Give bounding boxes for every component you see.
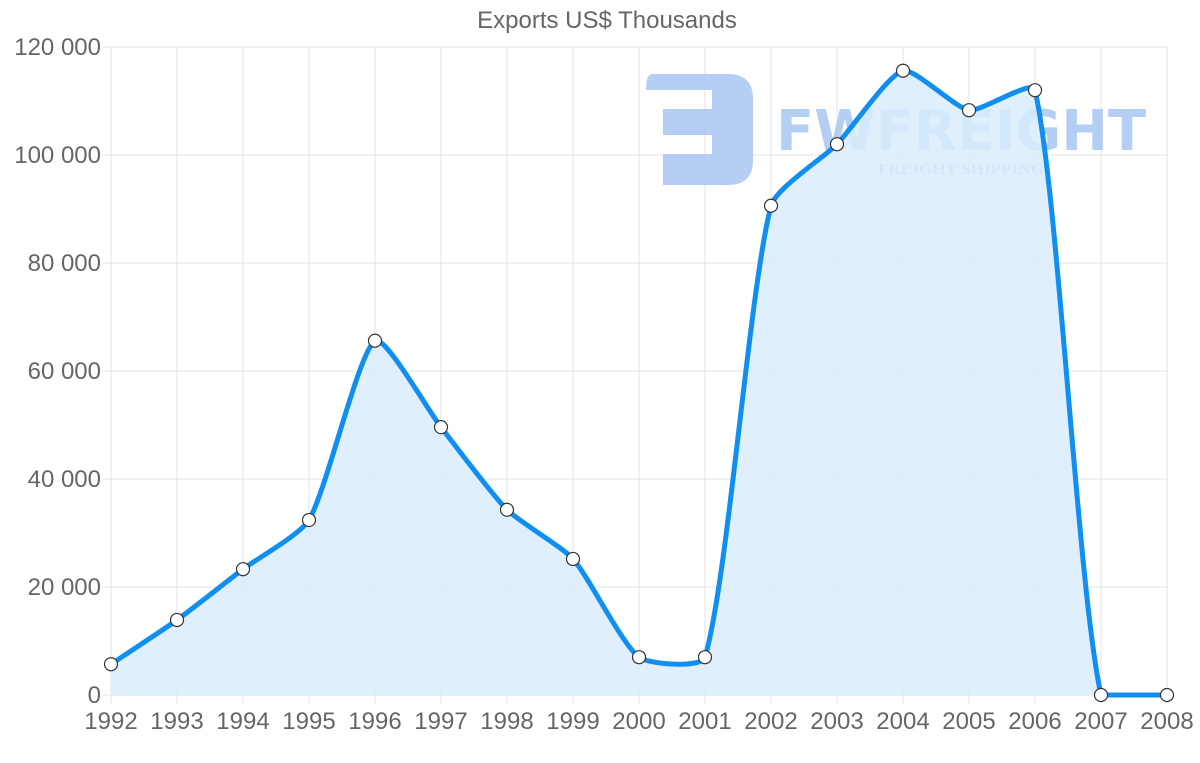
x-tick-label: 2007 <box>1074 708 1127 735</box>
x-tick-label: 1993 <box>150 708 203 735</box>
x-tick-label: 1995 <box>282 708 335 735</box>
y-tick-label: 40 000 <box>28 466 101 493</box>
data-point-1999[interactable] <box>565 551 581 567</box>
x-axis: 1992 1993 1994 1995 1996 1997 1998 1999 2000 2001… <box>84 708 1193 735</box>
data-point-2006[interactable] <box>1027 83 1043 98</box>
data-point-1994[interactable] <box>235 562 251 577</box>
data-point-1997[interactable] <box>433 420 449 435</box>
x-tick-label: 1994 <box>216 708 269 735</box>
x-tick-label: 2001 <box>678 708 731 735</box>
x-tick-label: 2005 <box>942 708 995 735</box>
x-tick-label: 2000 <box>612 708 665 735</box>
y-tick-label: 60 000 <box>28 358 101 385</box>
y-tick-label: 120 000 <box>14 34 101 61</box>
x-tick-label: 1999 <box>546 708 599 735</box>
x-tick-label: 1992 <box>84 708 137 735</box>
data-point-2000[interactable] <box>631 650 647 665</box>
data-point-2004[interactable] <box>895 63 911 78</box>
y-tick-label: 100 000 <box>14 142 101 169</box>
y-axis: 0 20 000 40 000 60 000 80 000 100 000 120 000 <box>14 34 101 709</box>
data-point-2005[interactable] <box>961 103 977 118</box>
y-tick-label: 0 <box>88 682 101 709</box>
data-point-2007[interactable] <box>1093 687 1109 703</box>
x-tick-label: 1998 <box>480 708 533 735</box>
x-tick-label: 2006 <box>1008 708 1061 735</box>
watermark-logo-mark-icon <box>646 74 753 185</box>
x-tick-label: 1996 <box>348 708 401 735</box>
x-tick-label: 2008 <box>1140 708 1193 735</box>
x-tick-label: 2003 <box>810 708 863 735</box>
data-point-2003[interactable] <box>829 137 845 152</box>
data-point-1996[interactable] <box>367 333 383 348</box>
area-fill <box>111 70 1167 695</box>
y-tick-label: 80 000 <box>28 250 101 277</box>
x-tick-label: 2004 <box>876 708 929 735</box>
data-point-1998[interactable] <box>499 502 515 517</box>
data-point-1995[interactable] <box>301 512 317 528</box>
data-series <box>103 63 1175 703</box>
data-point-2001[interactable] <box>697 650 713 665</box>
y-tick-label: 20 000 <box>28 574 101 601</box>
data-point-2008[interactable] <box>1159 687 1175 703</box>
data-point-1992[interactable] <box>103 657 119 672</box>
x-tick-label: 2002 <box>744 708 797 735</box>
x-tick-label: 1997 <box>414 708 467 735</box>
data-point-2002[interactable] <box>763 198 779 213</box>
data-point-1993[interactable] <box>169 612 185 628</box>
chart-title: Exports US$ Thousands <box>477 7 737 34</box>
